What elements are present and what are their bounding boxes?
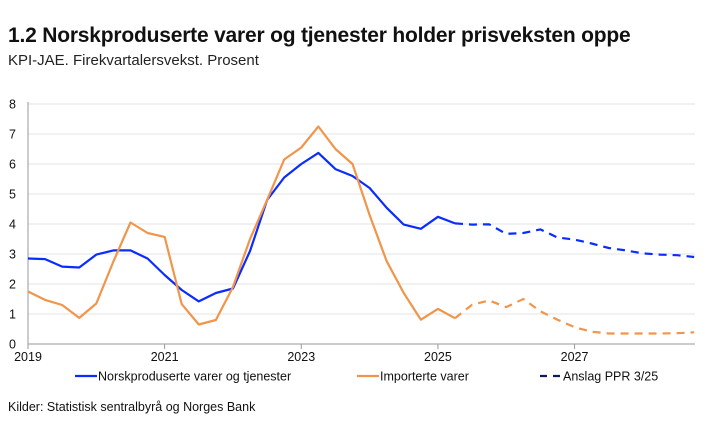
y-tick-label: 8 bbox=[9, 98, 16, 112]
y-tick-label: 1 bbox=[9, 308, 16, 322]
y-tick-label: 7 bbox=[9, 128, 16, 142]
series-forecast-imported bbox=[454, 297, 695, 335]
series-forecast-domestic bbox=[454, 222, 695, 259]
y-tick-label: 0 bbox=[9, 338, 16, 352]
x-tick-label: 2019 bbox=[14, 350, 42, 364]
legend-imported-label: Importerte varer bbox=[380, 370, 469, 384]
y-tick-label: 4 bbox=[9, 218, 16, 232]
series-line-imported bbox=[27, 125, 456, 326]
x-tick-label: 2021 bbox=[151, 350, 179, 364]
x-tick-label: 2027 bbox=[561, 350, 589, 364]
y-tick-label: 2 bbox=[9, 278, 16, 292]
source-note: Kilder: Statistisk sentralbyrå og Norges… bbox=[8, 400, 256, 414]
series-line-domestic bbox=[27, 151, 456, 303]
legend-domestic-label: Norskproduserte varer og tjenester bbox=[98, 370, 291, 384]
y-tick-label: 3 bbox=[9, 248, 16, 262]
legend-forecast-label: Anslag PPR 3/25 bbox=[563, 370, 658, 384]
x-tick-label: 2023 bbox=[287, 350, 315, 364]
chart-subtitle: KPI-JAE. Firekvartalersvekst. Prosent bbox=[8, 52, 259, 69]
x-tick-label: 2025 bbox=[424, 350, 452, 364]
y-tick-label: 5 bbox=[9, 188, 16, 202]
chart-title: 1.2 Norskproduserte varer og tjenester h… bbox=[8, 24, 631, 47]
y-tick-label: 6 bbox=[9, 158, 16, 172]
